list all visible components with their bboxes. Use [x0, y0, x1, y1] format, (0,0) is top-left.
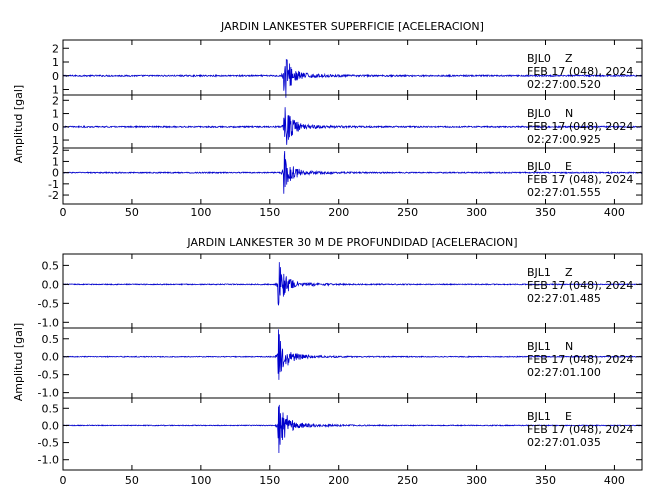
- record-time: 02:27:01.555: [527, 186, 601, 199]
- chart-title: JARDIN LANKESTER SUPERFICIE [ACELERACION…: [220, 20, 484, 33]
- record-date: FEB 17 (048), 2024: [527, 65, 633, 78]
- y-axis-label: Amplitud [gal]: [12, 323, 25, 401]
- component-code: N: [565, 340, 573, 353]
- x-tick-label: 100: [190, 474, 211, 487]
- y-tick-label: 0.5: [42, 333, 60, 346]
- y-tick-label: 1: [52, 134, 59, 147]
- waveform-line: [62, 107, 643, 145]
- y-tick-label: 1: [52, 108, 59, 121]
- station-code: BJL1: [527, 340, 551, 353]
- record-date: FEB 17 (048), 2024: [527, 173, 633, 186]
- y-tick-label: 0.0: [42, 419, 60, 432]
- record-date: FEB 17 (048), 2024: [527, 279, 633, 292]
- component-code: E: [565, 410, 572, 423]
- y-tick-label: -2: [48, 189, 59, 202]
- x-tick-label: 150: [259, 474, 280, 487]
- x-tick-label: 0: [60, 206, 67, 219]
- station-code: BJL1: [527, 266, 551, 279]
- record-time: 02:27:01.035: [527, 436, 601, 449]
- x-tick-label: 300: [466, 474, 487, 487]
- x-tick-label: 50: [125, 206, 139, 219]
- x-tick-label: 100: [190, 206, 211, 219]
- y-tick-label: -0.5: [38, 297, 59, 310]
- record-date: FEB 17 (048), 2024: [527, 423, 633, 436]
- y-tick-label: -1.0: [38, 454, 59, 467]
- record-time: 02:27:00.925: [527, 133, 601, 146]
- record-time: 02:27:00.520: [527, 78, 601, 91]
- component-code: Z: [565, 266, 573, 279]
- waveform-line: [62, 58, 643, 98]
- y-tick-label: 0.0: [42, 278, 60, 291]
- y-tick-label: -1.0: [38, 387, 59, 400]
- x-tick-label: 250: [397, 474, 418, 487]
- trace-frame: [62, 147, 643, 205]
- x-tick-label: 400: [604, 206, 625, 219]
- waveform-line: [62, 150, 643, 194]
- y-tick-label: -1: [48, 178, 59, 191]
- y-tick-label: 0: [52, 121, 59, 134]
- y-tick-label: 1: [52, 56, 59, 69]
- record-time: 02:27:01.485: [527, 292, 601, 305]
- component-code: E: [565, 160, 572, 173]
- x-tick-label: 350: [535, 474, 556, 487]
- x-tick-label: 50: [125, 474, 139, 487]
- x-tick-label: 200: [328, 474, 349, 487]
- component-code: N: [565, 107, 573, 120]
- x-tick-label: 200: [328, 206, 349, 219]
- y-tick-label: 1: [52, 155, 59, 168]
- record-date: FEB 17 (048), 2024: [527, 120, 633, 133]
- waveform-line: [62, 262, 643, 306]
- record-time: 02:27:01.100: [527, 366, 601, 379]
- waveform-line: [62, 404, 643, 454]
- y-axis-label: Amplitud [gal]: [12, 85, 25, 163]
- x-tick-label: 350: [535, 206, 556, 219]
- y-tick-label: -1.0: [38, 316, 59, 329]
- waveform-line: [62, 329, 642, 380]
- chart-title: JARDIN LANKESTER 30 M DE PROFUNDIDAD [AC…: [186, 236, 517, 249]
- station-code: BJL0: [527, 160, 551, 173]
- station-code: BJL0: [527, 107, 551, 120]
- x-tick-label: 150: [259, 206, 280, 219]
- y-tick-label: 0: [52, 167, 59, 180]
- y-tick-label: 2: [52, 42, 59, 55]
- y-tick-label: 0: [52, 70, 59, 83]
- record-date: FEB 17 (048), 2024: [527, 353, 633, 366]
- panel-1: JARDIN LANKESTER SUPERFICIE [ACELERACION…: [12, 20, 643, 219]
- component-code: Z: [565, 52, 573, 65]
- panel-2: JARDIN LANKESTER 30 M DE PROFUNDIDAD [AC…: [12, 236, 643, 487]
- y-tick-label: 2: [52, 144, 59, 157]
- x-tick-label: 0: [60, 474, 67, 487]
- x-tick-label: 250: [397, 206, 418, 219]
- y-tick-label: -0.5: [38, 437, 59, 450]
- x-tick-label: 300: [466, 206, 487, 219]
- y-tick-label: 0.0: [42, 351, 60, 364]
- x-tick-label: 400: [604, 474, 625, 487]
- y-tick-label: 1: [52, 84, 59, 97]
- trace-frame: [62, 397, 643, 471]
- y-tick-label: 0.5: [42, 402, 60, 415]
- station-code: BJL1: [527, 410, 551, 423]
- y-tick-label: -0.5: [38, 369, 59, 382]
- y-tick-label: 2: [52, 94, 59, 107]
- y-tick-label: 0.5: [42, 259, 60, 272]
- station-code: BJL0: [527, 52, 551, 65]
